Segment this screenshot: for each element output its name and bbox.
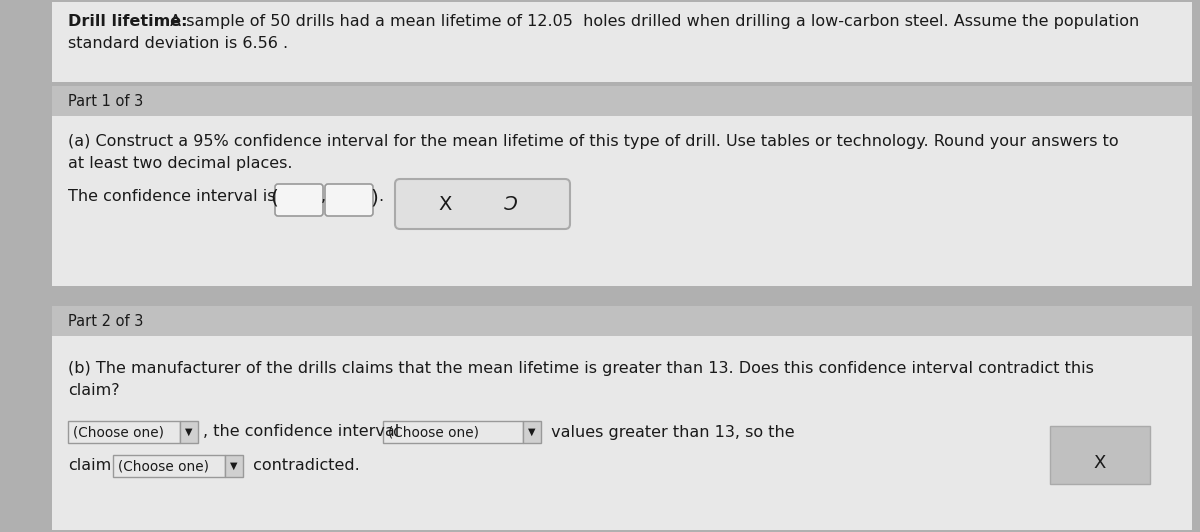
Bar bbox=[1050, 426, 1150, 484]
Text: A sample of 50 drills had a mean lifetime of 12.05  holes drilled when drilling : A sample of 50 drills had a mean lifetim… bbox=[166, 14, 1139, 29]
FancyBboxPatch shape bbox=[325, 184, 373, 216]
Bar bbox=[68, 421, 180, 443]
Text: values greater than 13, so the: values greater than 13, so the bbox=[546, 425, 794, 439]
Text: claim: claim bbox=[68, 459, 112, 473]
Text: claim?: claim? bbox=[68, 383, 120, 398]
Text: Part 1 of 3: Part 1 of 3 bbox=[68, 94, 143, 109]
Text: (Choose one): (Choose one) bbox=[73, 425, 164, 439]
Text: (a) Construct a 95% confidence interval for the mean lifetime of this type of dr: (a) Construct a 95% confidence interval … bbox=[68, 134, 1118, 149]
Text: (Choose one): (Choose one) bbox=[388, 425, 479, 439]
Bar bbox=[226, 455, 242, 477]
Text: (Choose one): (Choose one) bbox=[118, 459, 209, 473]
Text: .: . bbox=[378, 189, 383, 204]
Bar bbox=[52, 288, 1192, 306]
Text: The confidence interval is: The confidence interval is bbox=[68, 189, 276, 204]
Text: X: X bbox=[438, 195, 451, 213]
Text: (: ( bbox=[270, 189, 278, 208]
Bar bbox=[52, 86, 1192, 286]
Text: Part 2 of 3: Part 2 of 3 bbox=[68, 313, 143, 328]
Text: ): ) bbox=[370, 189, 378, 208]
Text: ▼: ▼ bbox=[528, 427, 535, 437]
Text: at least two decimal places.: at least two decimal places. bbox=[68, 156, 293, 171]
Bar bbox=[180, 421, 198, 443]
Bar bbox=[383, 421, 523, 443]
Bar bbox=[52, 2, 1192, 82]
Text: Ɔ: Ɔ bbox=[503, 195, 517, 213]
FancyBboxPatch shape bbox=[395, 179, 570, 229]
Text: (b) The manufacturer of the drills claims that the mean lifetime is greater than: (b) The manufacturer of the drills claim… bbox=[68, 361, 1094, 376]
Text: , the confidence interval: , the confidence interval bbox=[203, 425, 400, 439]
Text: Drill lifetime:: Drill lifetime: bbox=[68, 14, 187, 29]
FancyBboxPatch shape bbox=[275, 184, 323, 216]
Bar bbox=[113, 455, 226, 477]
Bar bbox=[52, 86, 1192, 116]
Text: standard deviation is 6.56 .: standard deviation is 6.56 . bbox=[68, 36, 288, 51]
Text: contradicted.: contradicted. bbox=[248, 459, 360, 473]
Text: ▼: ▼ bbox=[230, 461, 238, 471]
Text: ,: , bbox=[322, 189, 326, 204]
Text: ▼: ▼ bbox=[185, 427, 193, 437]
Text: X: X bbox=[1094, 454, 1106, 472]
Bar bbox=[52, 306, 1192, 530]
Bar bbox=[523, 421, 541, 443]
Bar bbox=[52, 306, 1192, 336]
